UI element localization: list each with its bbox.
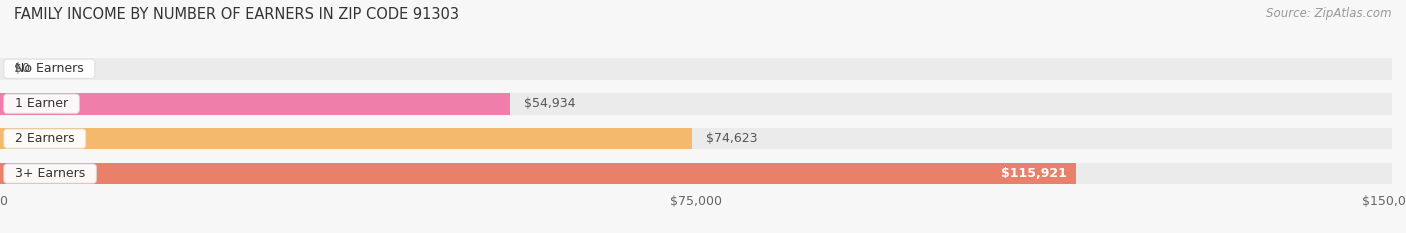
Text: FAMILY INCOME BY NUMBER OF EARNERS IN ZIP CODE 91303: FAMILY INCOME BY NUMBER OF EARNERS IN ZI… <box>14 7 460 22</box>
Bar <box>0 163 1392 185</box>
Bar <box>0 93 1392 115</box>
Bar <box>0 163 1076 185</box>
Text: Source: ZipAtlas.com: Source: ZipAtlas.com <box>1267 7 1392 20</box>
Text: 1 Earner: 1 Earner <box>7 97 76 110</box>
Text: $54,934: $54,934 <box>523 97 575 110</box>
Text: 3+ Earners: 3+ Earners <box>7 167 93 180</box>
Text: $0: $0 <box>14 62 30 75</box>
Bar <box>0 58 1392 80</box>
Text: $115,921: $115,921 <box>1001 167 1066 180</box>
Text: $74,623: $74,623 <box>706 132 758 145</box>
Bar <box>0 128 1392 150</box>
Bar <box>0 128 693 150</box>
Text: No Earners: No Earners <box>7 62 91 75</box>
Bar <box>0 93 510 115</box>
Text: 2 Earners: 2 Earners <box>7 132 83 145</box>
